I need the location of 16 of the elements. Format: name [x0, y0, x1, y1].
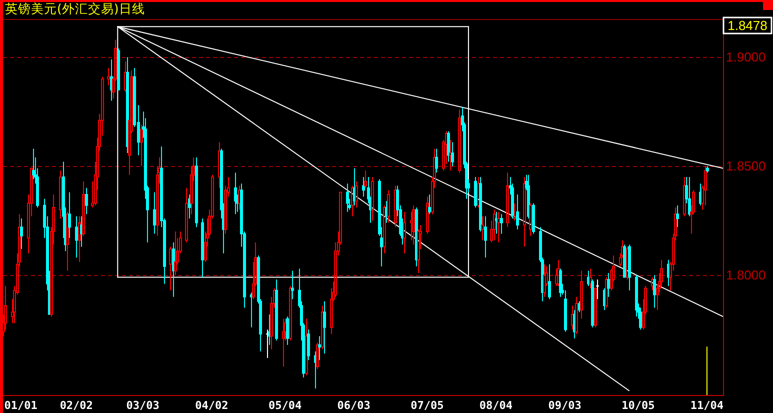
y-tick-label: 1.8500 [726, 158, 766, 174]
x-tick-label: 10/05 [622, 399, 655, 412]
x-tick-label: 06/03 [337, 399, 370, 412]
x-tick-label: 11/04 [690, 399, 724, 412]
x-tick-label: 04/02 [195, 399, 228, 412]
text: 1.8478 [728, 18, 768, 33]
chart-title: 英镑美元(外汇交易)日线 [5, 1, 145, 16]
x-tick-label: 03/03 [126, 399, 160, 412]
x-tick-label: 01/01 [4, 399, 38, 412]
x-tick-label: 08/04 [479, 399, 513, 412]
x-tick-label: 09/03 [548, 399, 582, 412]
y-tick-label: 1.9000 [726, 50, 766, 65]
x-tick-label: 05/04 [268, 399, 302, 412]
x-tick-label: 07/05 [410, 399, 444, 412]
x-tick-label: 02/02 [60, 399, 93, 412]
y-tick-label: 1.8000 [726, 268, 766, 283]
